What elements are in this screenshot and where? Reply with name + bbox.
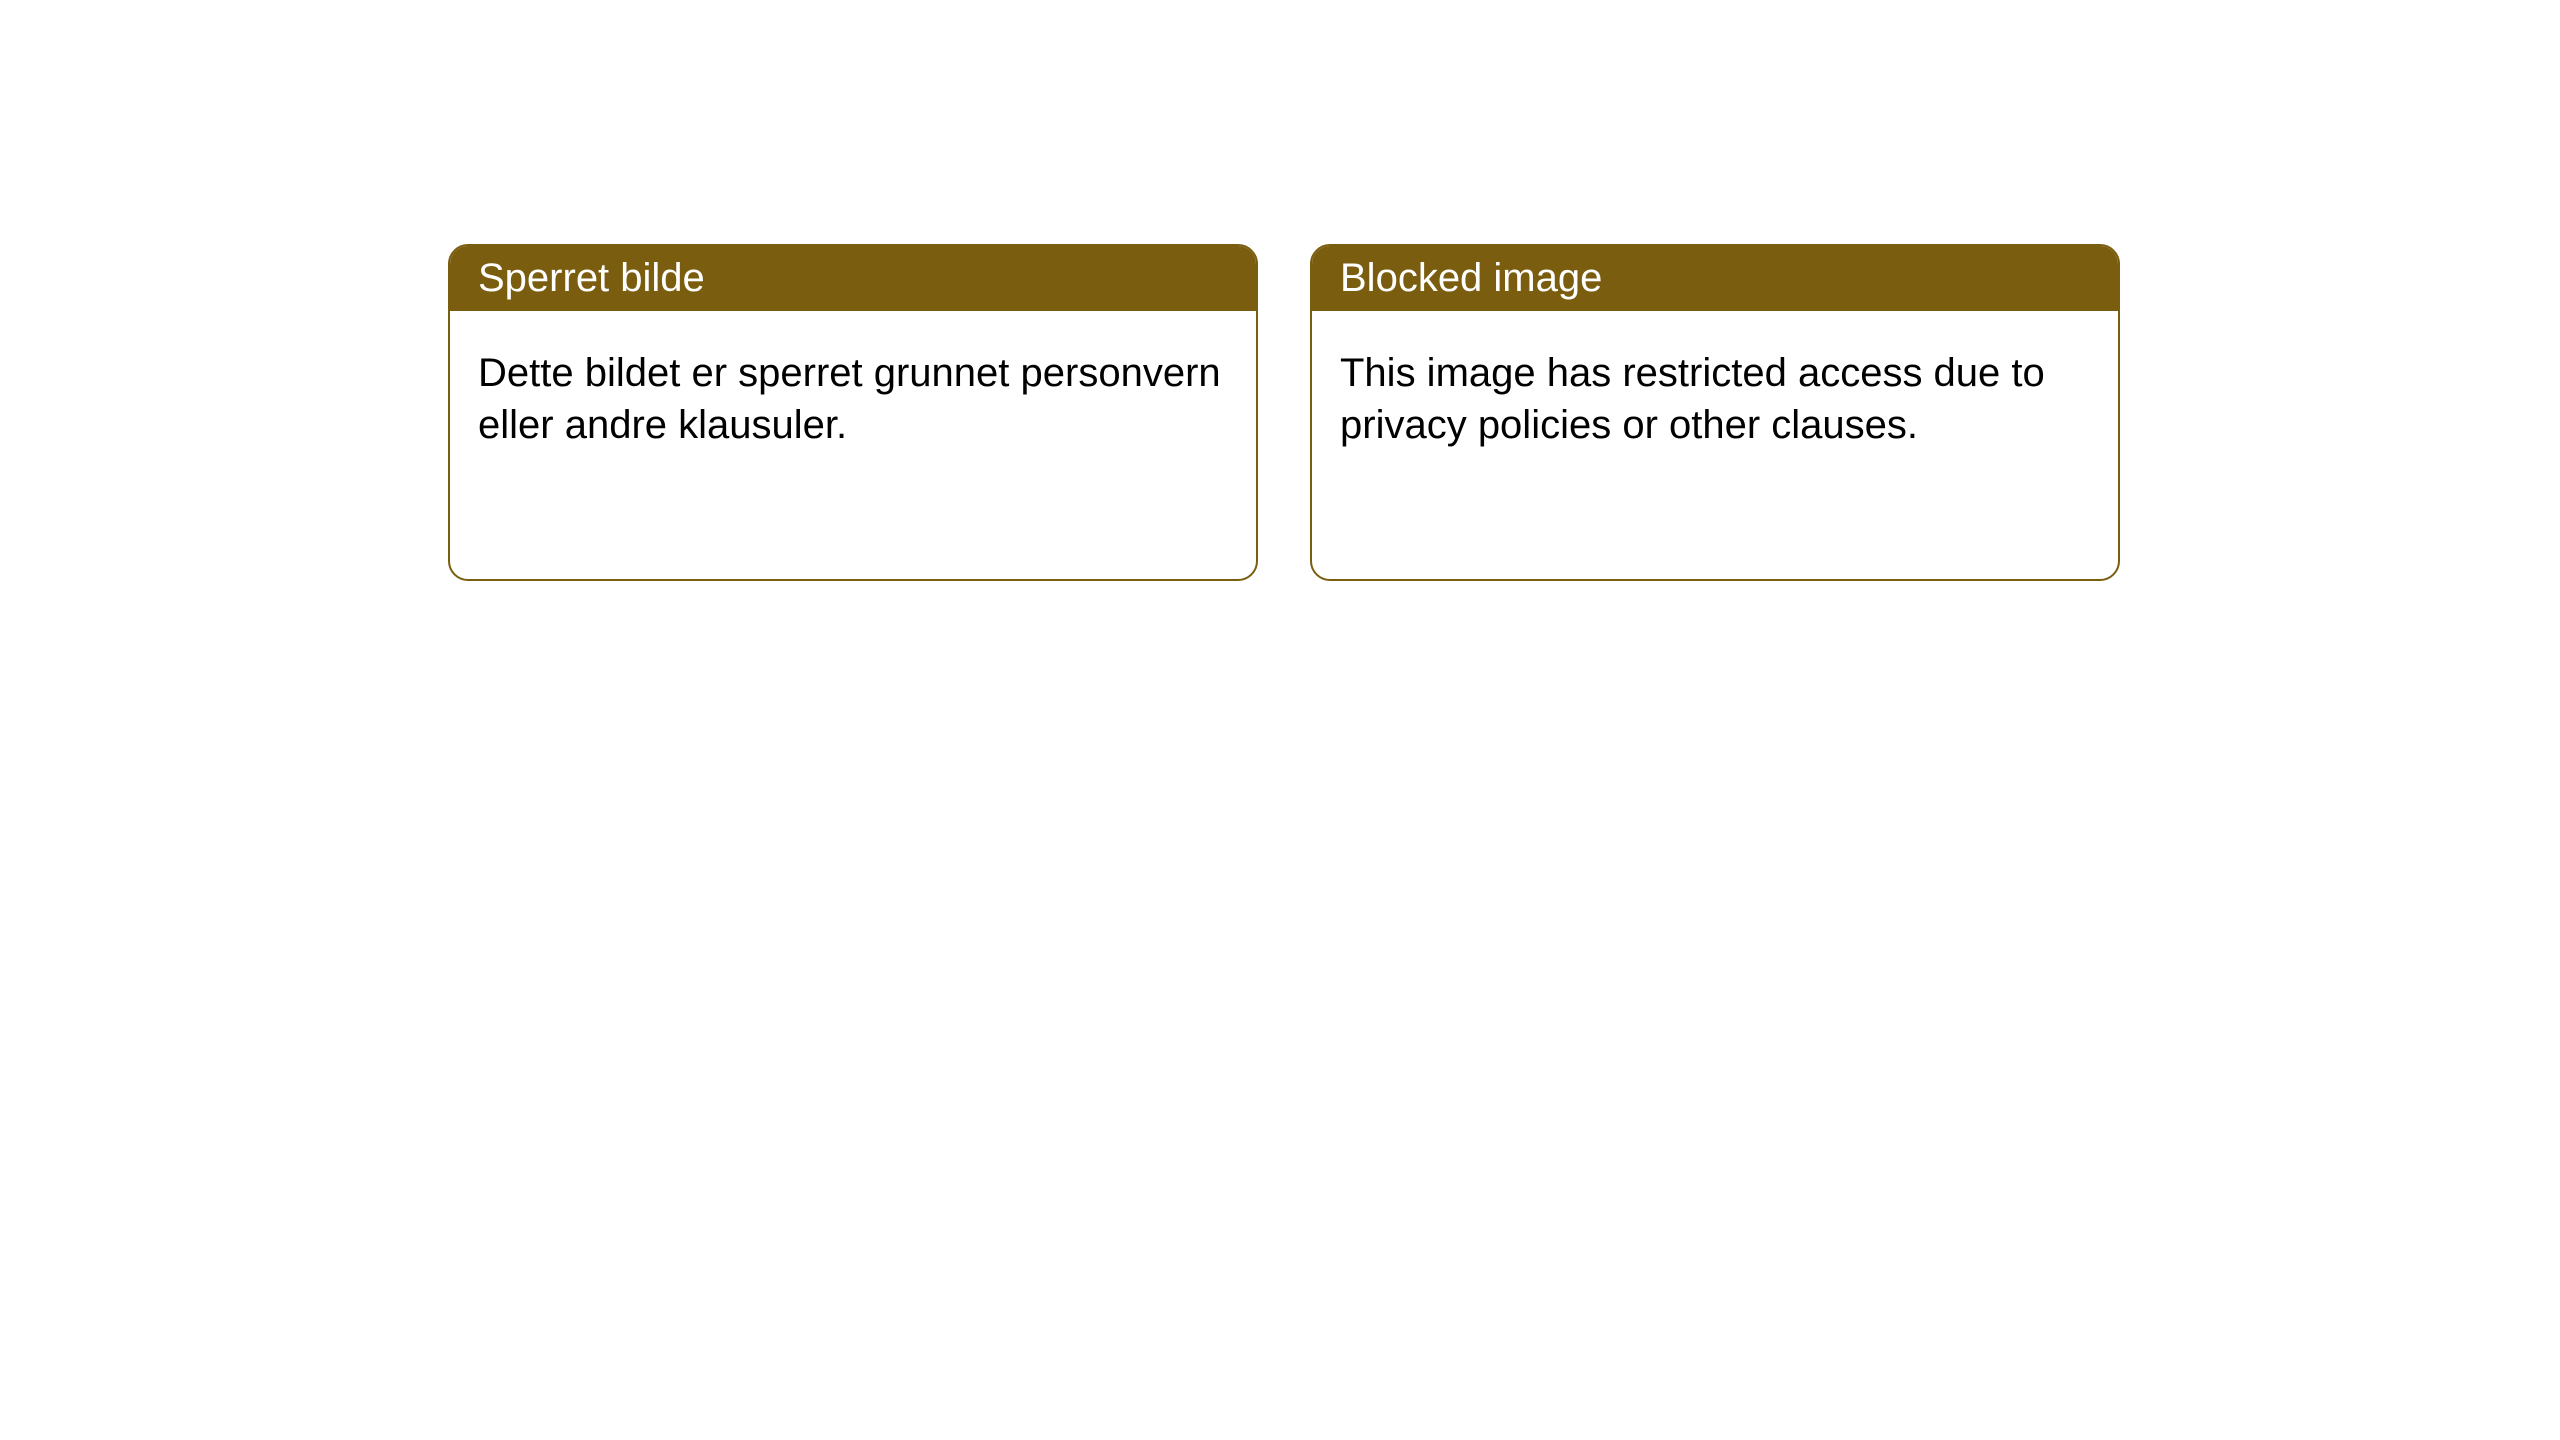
notice-body: Dette bildet er sperret grunnet personve… — [450, 311, 1256, 487]
notice-box-norwegian: Sperret bilde Dette bildet er sperret gr… — [448, 244, 1258, 581]
notice-body: This image has restricted access due to … — [1312, 311, 2118, 487]
notice-header: Blocked image — [1312, 246, 2118, 311]
notice-header: Sperret bilde — [450, 246, 1256, 311]
notice-container: Sperret bilde Dette bildet er sperret gr… — [448, 244, 2120, 581]
notice-box-english: Blocked image This image has restricted … — [1310, 244, 2120, 581]
